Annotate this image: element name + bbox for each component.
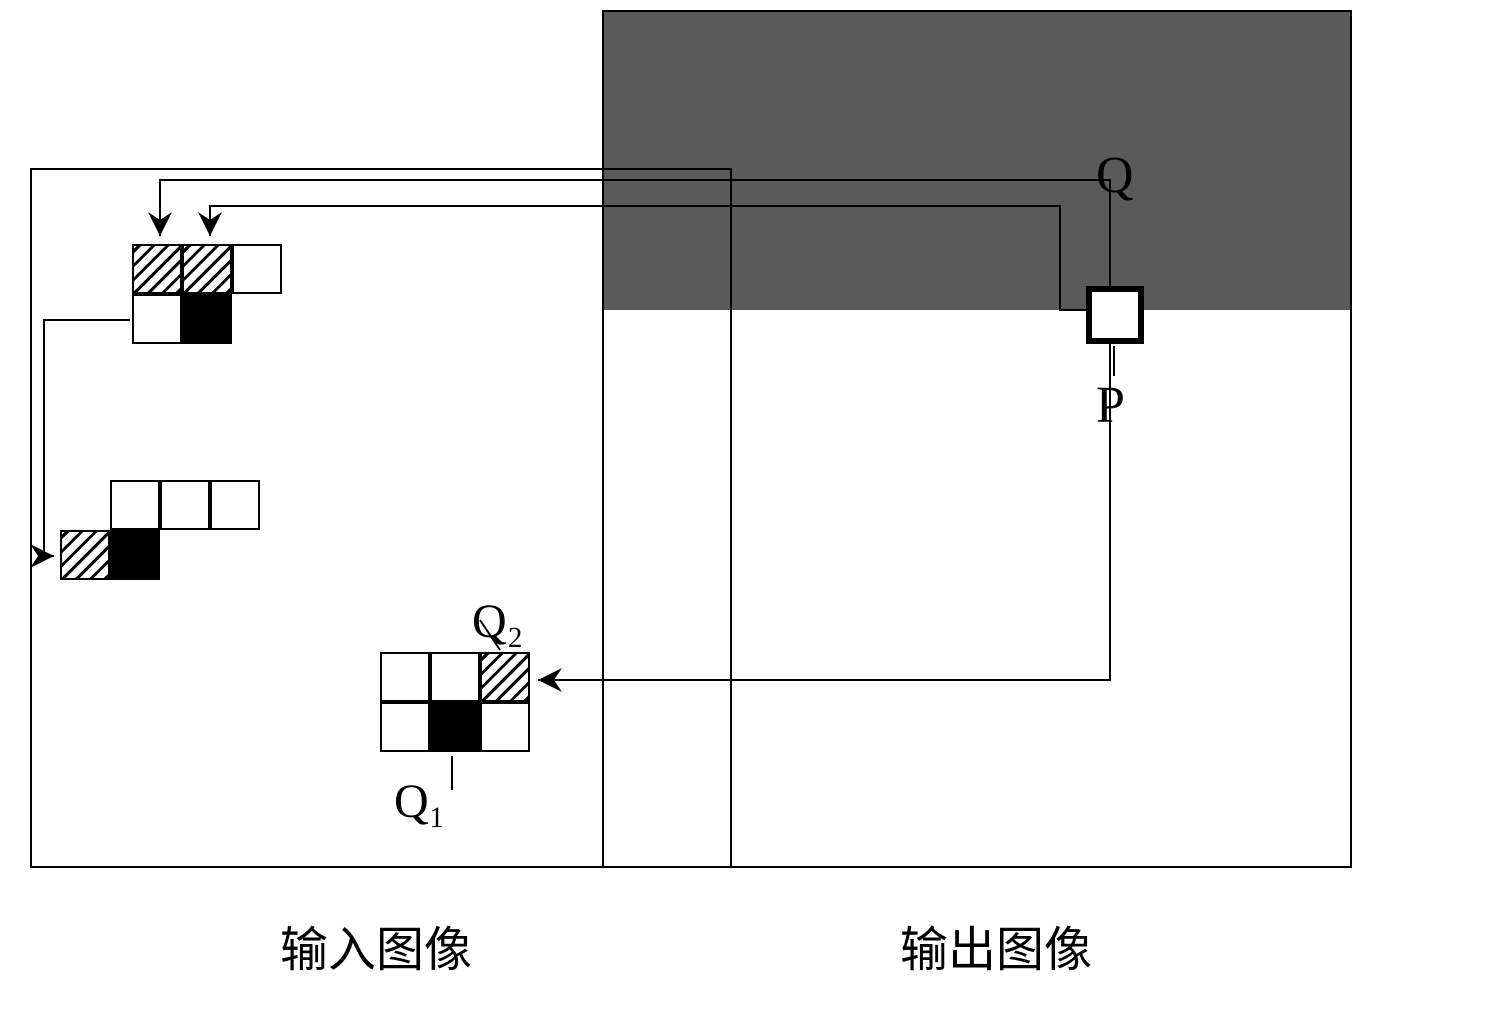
cluster-b-cell-3 [380,702,430,752]
label-P: P [1096,376,1125,435]
cluster-tl-cell-1 [182,244,232,294]
cluster-ml-cell-2 [210,480,260,530]
caption-output: 输出图像 [900,910,1092,980]
cluster-tl-cell-2 [232,244,282,294]
caption-input: 输入图像 [280,910,472,980]
cluster-ml-cell-3 [60,530,110,580]
cluster-tl-cell-3 [132,294,182,344]
cluster-ml-cell-0 [110,480,160,530]
cluster-tl-cell-4 [182,294,232,344]
cluster-b-cell-5 [480,702,530,752]
cluster-b-cell-Q1 [430,702,480,752]
cluster-b-cell-1 [430,652,480,702]
cluster-ml-cell-1 [160,480,210,530]
label-Q1: Q₁ [394,774,445,829]
cluster-b-cell-0 [380,652,430,702]
label-Q2: Q₂ [472,594,523,649]
cluster-ml-cell-4 [110,530,160,580]
diagram-canvas: Q P Q₂ Q₁ 输入图像 输出图像 [0,0,1506,1016]
cluster-b-cell-Q2 [480,652,530,702]
label-Q: Q [1096,146,1134,205]
pixel-P [1086,286,1144,344]
cluster-tl-cell-0 [132,244,182,294]
